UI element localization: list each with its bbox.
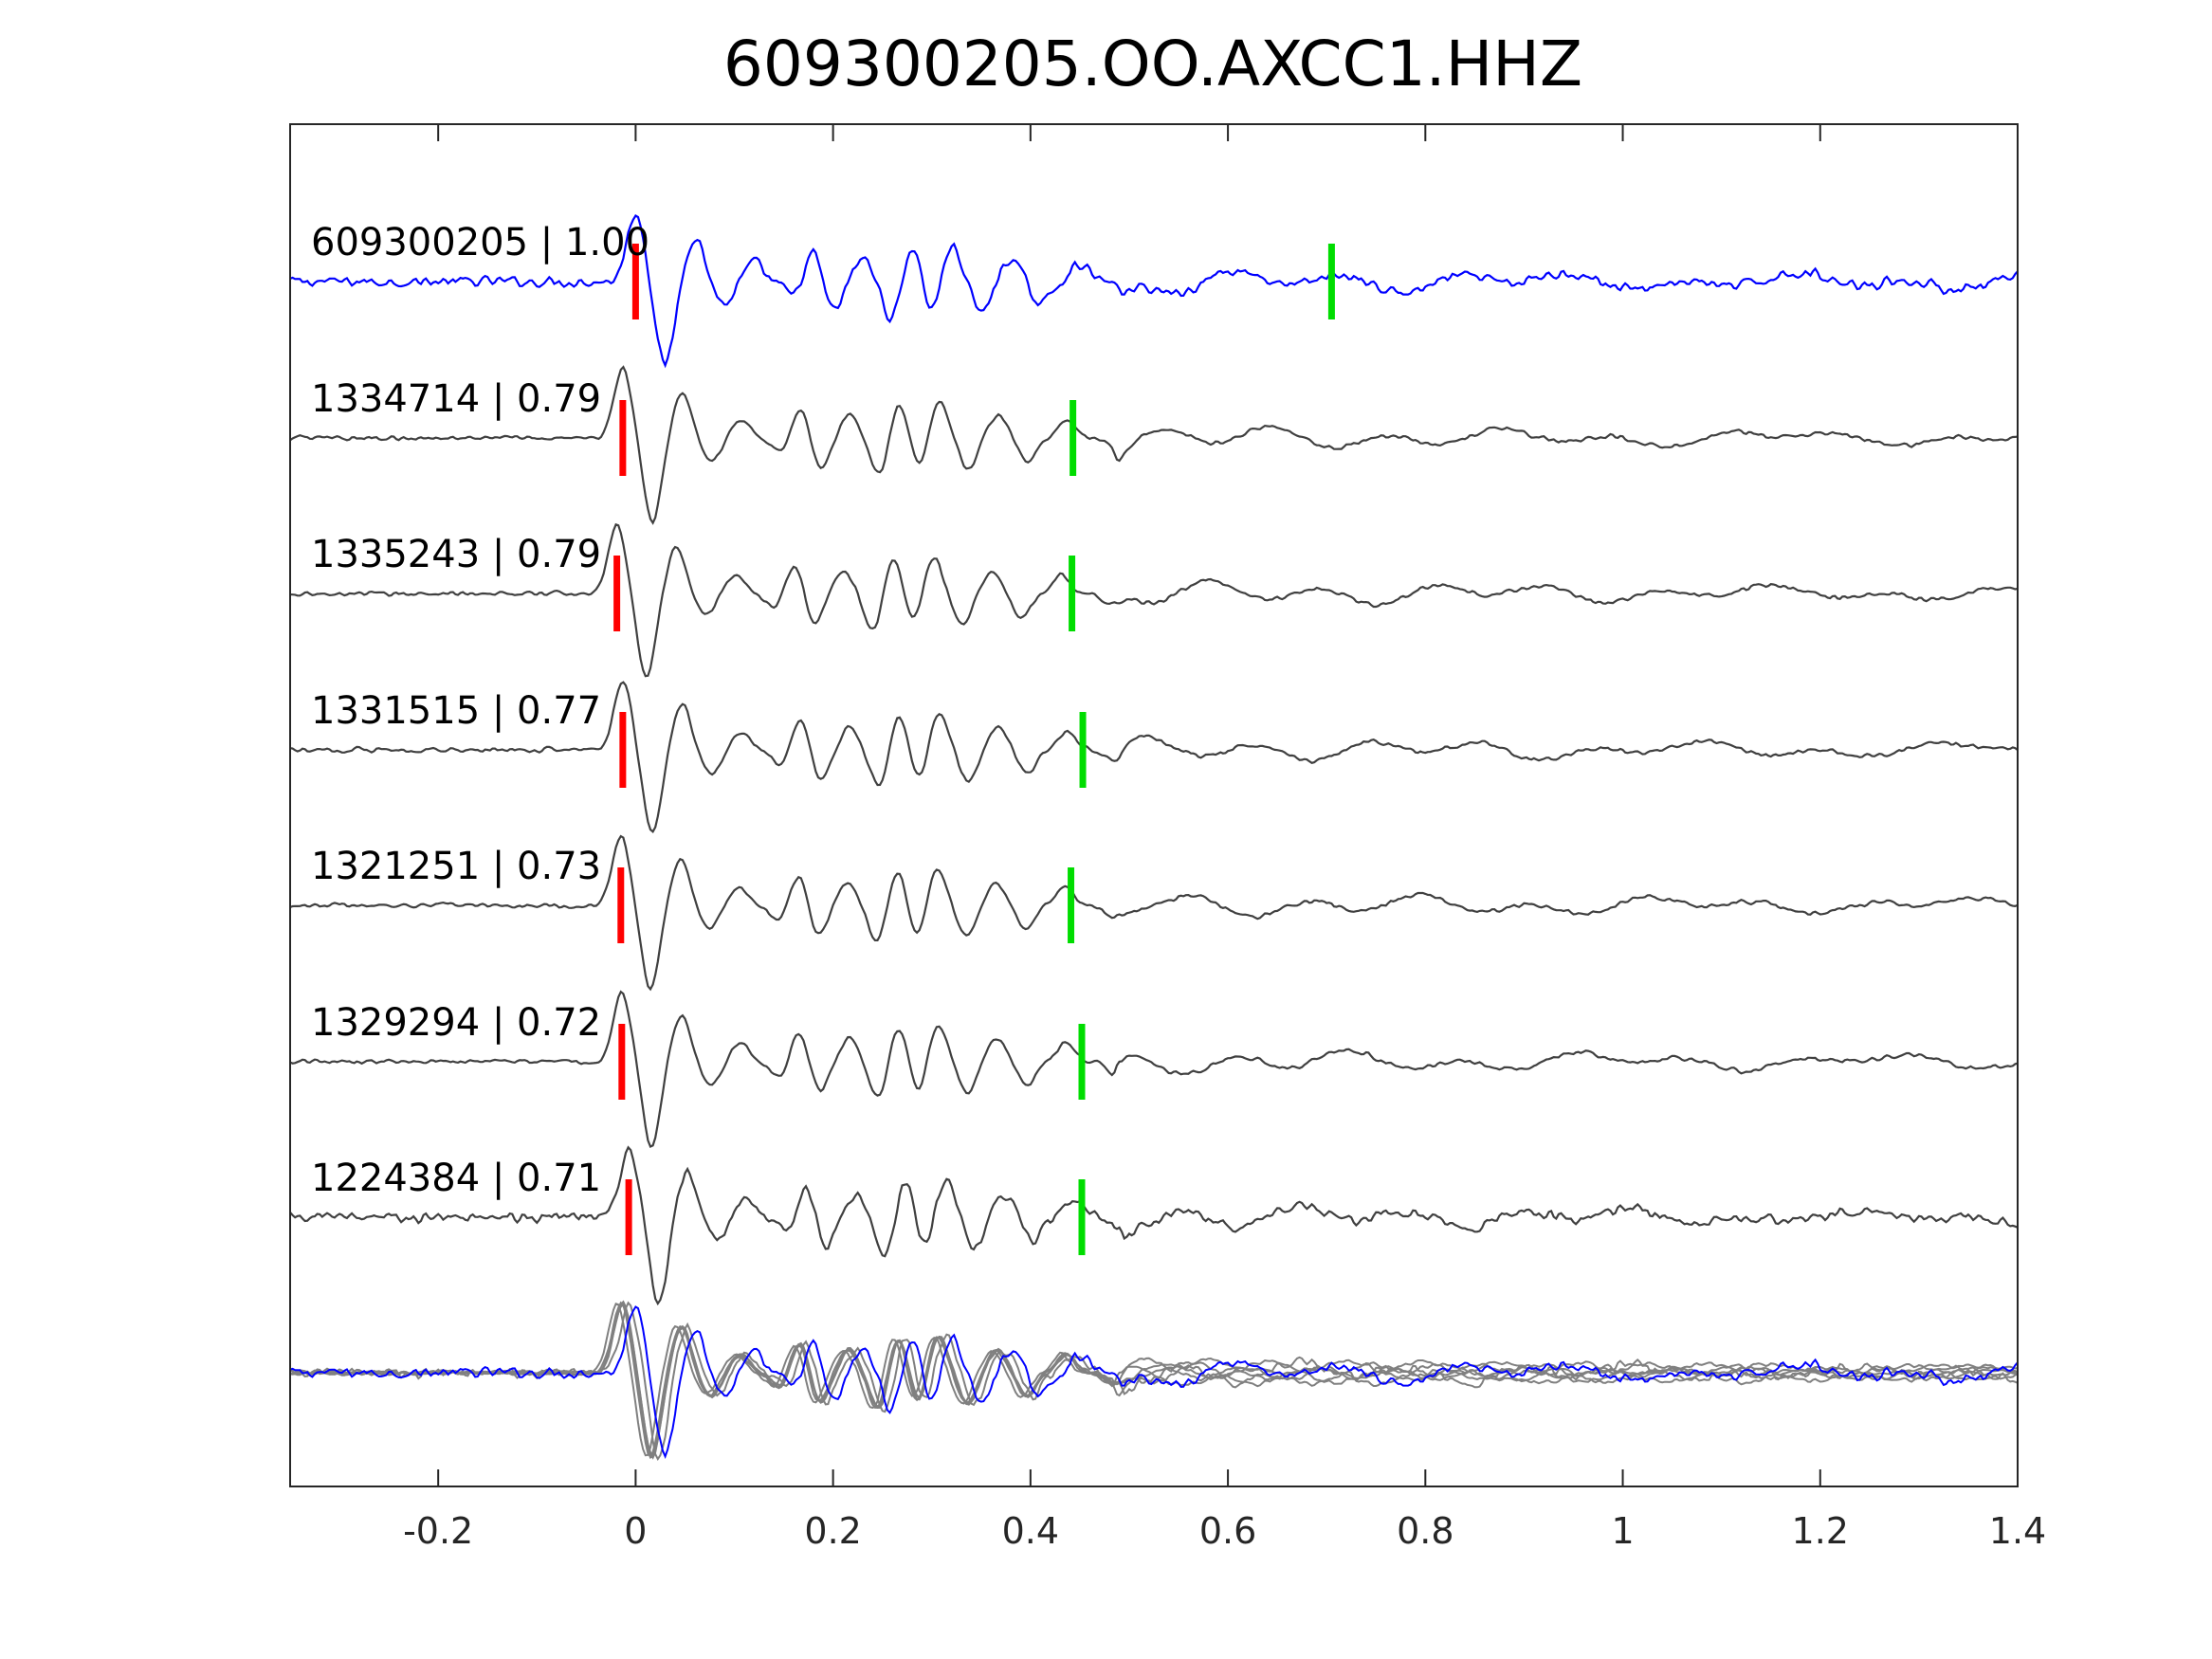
trace-3: [289, 681, 2019, 834]
overlay-trace-1: [289, 1300, 2019, 1460]
trace-2: [289, 522, 2019, 678]
waveform-traces: [289, 214, 2019, 1306]
overlay-trace-0: [289, 1305, 2019, 1460]
x-tick-label-5: 0.8: [1397, 1510, 1453, 1552]
x-tick-label-3: 0.4: [1002, 1510, 1059, 1552]
overlay-trace-4: [289, 1302, 2019, 1459]
trace-4: [289, 834, 2019, 992]
trace-1: [289, 365, 2019, 525]
plot-area: [289, 123, 2019, 1487]
x-tick-label-1: 0: [624, 1510, 647, 1552]
overlay-trace-2: [289, 1303, 2019, 1457]
x-tick-label-0: -0.2: [403, 1510, 473, 1552]
trace-label-5: 1329294 | 0.72: [311, 1001, 601, 1045]
x-tick-label-8: 1.4: [1989, 1510, 2046, 1552]
x-tick-label-2: 0.2: [804, 1510, 861, 1552]
trace-label-2: 1335243 | 0.79: [311, 533, 601, 576]
trace-6: [289, 1145, 2019, 1306]
trace-5: [289, 990, 2019, 1148]
x-tick-label-7: 1.2: [1792, 1510, 1849, 1552]
trace-labels: 609300205 | 1.00 1334714 | 0.79 1335243 | …: [311, 221, 649, 1200]
phase-picks: [613, 244, 1335, 1255]
trace-label-6: 1224384 | 0.71: [311, 1157, 601, 1200]
trace-label-0: 609300205 | 1.00: [311, 221, 649, 264]
x-axis: -0.2 0 0.2 0.4 0.6 0.8 1 1.2 1.4: [403, 124, 2046, 1552]
x-tick-label-4: 0.6: [1199, 1510, 1256, 1552]
overlay-trace-3: [289, 1304, 2019, 1456]
overlay-trace-5: [289, 1301, 2019, 1459]
trace-label-4: 1321251 | 0.73: [311, 845, 601, 888]
chart-title: 609300205.OO.AXCC1.HHZ: [723, 27, 1582, 100]
overlay-stack: [289, 1300, 2019, 1461]
x-tick-label-6: 1: [1611, 1510, 1634, 1552]
trace-label-1: 1334714 | 0.79: [311, 377, 601, 421]
trace-0: [289, 214, 2019, 369]
trace-label-3: 1331515 | 0.77: [311, 689, 601, 733]
